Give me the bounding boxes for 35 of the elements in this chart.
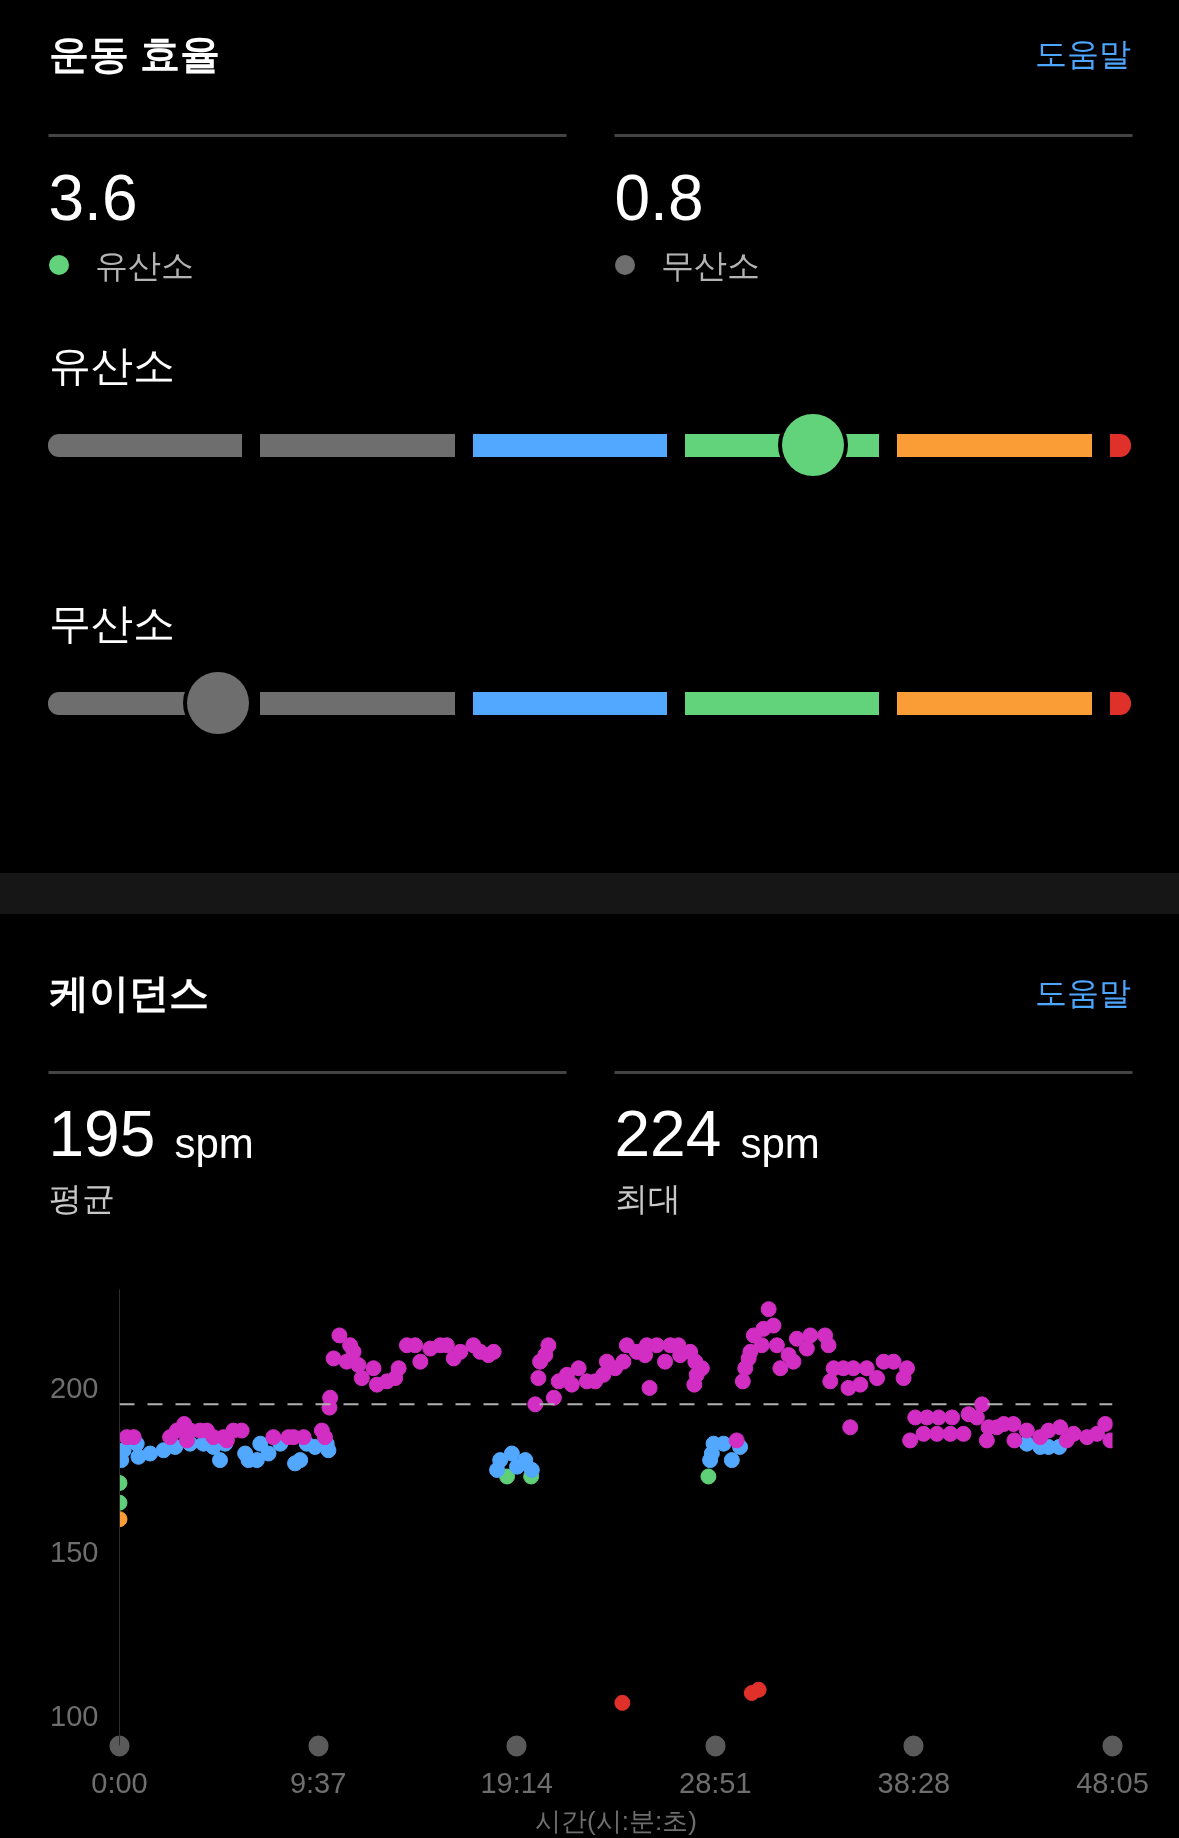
point bbox=[142, 1445, 159, 1462]
category-label: 무산소 bbox=[48, 600, 175, 647]
x-tick-label: 0:00 bbox=[91, 1766, 148, 1799]
point bbox=[260, 1445, 277, 1462]
x-tick-label: 28:51 bbox=[679, 1766, 752, 1799]
point bbox=[614, 1694, 631, 1711]
category-label: 유산소 bbox=[94, 247, 194, 284]
x-tick-label: 38:28 bbox=[877, 1766, 951, 1799]
data-label: 0.8 bbox=[614, 162, 704, 234]
point bbox=[723, 1452, 740, 1469]
text: 도움말 bbox=[1034, 974, 1131, 1011]
text: 평균 bbox=[48, 1180, 115, 1217]
point bbox=[700, 1468, 717, 1485]
chart-title: 케이던스 bbox=[48, 970, 209, 1015]
x-axis-title: 시간(시:분:초) bbox=[535, 1805, 697, 1836]
y-tick-label: 150 bbox=[50, 1535, 99, 1568]
data-label: 3.6 bbox=[48, 162, 138, 234]
x-tick-label: 48:05 bbox=[1076, 1766, 1149, 1799]
text: 운동 효율 bbox=[48, 31, 220, 76]
point bbox=[750, 1681, 767, 1698]
point bbox=[492, 1452, 509, 1469]
text: 최대 bbox=[614, 1180, 681, 1217]
text: 195 spm bbox=[48, 1098, 254, 1170]
x-tick-label: 19:14 bbox=[480, 1766, 553, 1799]
text: 224 spm bbox=[614, 1098, 820, 1170]
x-tick-label: 9:37 bbox=[289, 1766, 347, 1799]
category-label: 무산소 bbox=[660, 247, 760, 284]
category-label: 유산소 bbox=[48, 342, 175, 389]
text: 도움말 bbox=[1034, 35, 1131, 72]
y-tick-label: 100 bbox=[50, 1699, 99, 1732]
point bbox=[212, 1452, 228, 1469]
point bbox=[292, 1452, 309, 1469]
point bbox=[503, 1445, 520, 1462]
point bbox=[523, 1461, 540, 1478]
y-tick-label: 200 bbox=[50, 1371, 99, 1404]
